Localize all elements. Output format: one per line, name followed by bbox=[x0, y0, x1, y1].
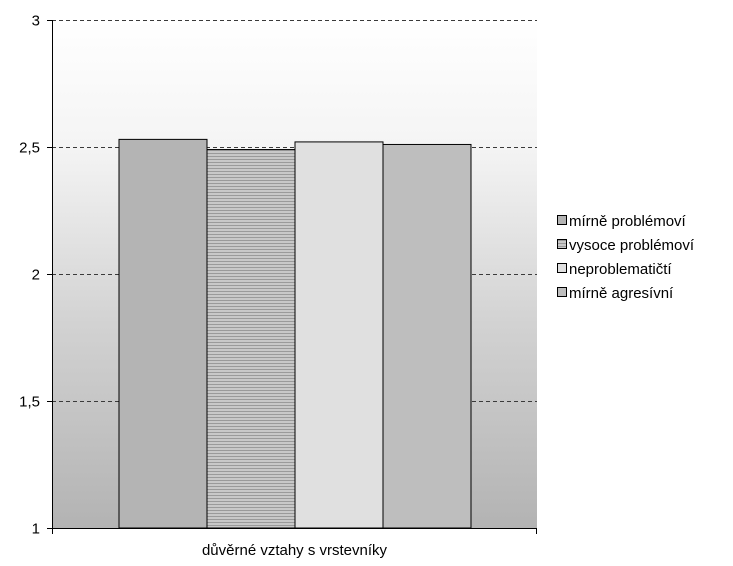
axes: 1 1,5 2 2,5 3 důvěrné vztahy s vrstevníky bbox=[19, 13, 537, 559]
y-tick-label: 2 bbox=[32, 267, 40, 284]
bars bbox=[118, 138, 472, 529]
legend-label: neproblematičtí bbox=[569, 261, 672, 278]
legend-swatch bbox=[557, 215, 567, 225]
y-tick-label: 2,5 bbox=[19, 140, 40, 157]
legend-label: vysoce problémoví bbox=[569, 237, 695, 254]
legend-swatch bbox=[557, 263, 567, 273]
bar bbox=[382, 143, 472, 529]
bar bbox=[206, 149, 296, 529]
legend-label: mírně problémoví bbox=[569, 213, 687, 230]
legend-swatch bbox=[557, 239, 567, 249]
legend-label: mírně agresívní bbox=[569, 285, 674, 302]
bar bbox=[118, 138, 208, 529]
x-category-label: důvěrné vztahy s vrstevníky bbox=[202, 542, 388, 559]
bar bbox=[294, 141, 384, 529]
y-tick-label: 3 bbox=[32, 13, 40, 30]
legend-swatch bbox=[557, 287, 567, 297]
y-tick-label: 1 bbox=[32, 521, 40, 538]
y-tick-label: 1,5 bbox=[19, 394, 40, 411]
legend: mírně problémoví vysoce problémoví neprobl… bbox=[557, 213, 695, 302]
